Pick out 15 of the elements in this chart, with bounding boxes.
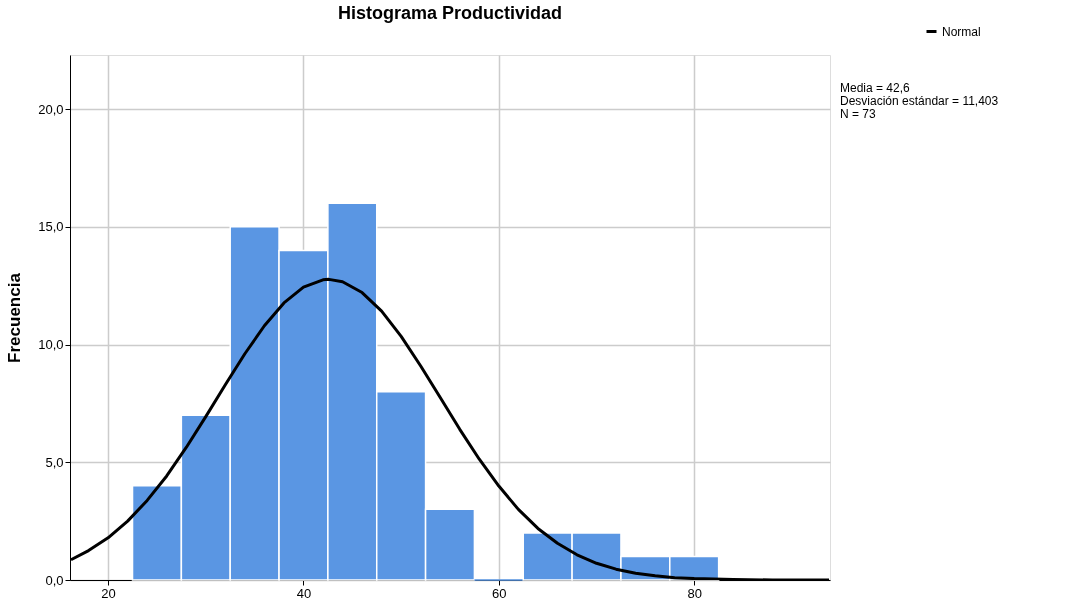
y-tick-label: 0,0	[45, 572, 64, 588]
y-tick-label: 10,0	[38, 337, 64, 353]
text: Desviación estándar = 11,403	[840, 94, 999, 108]
x-tick-label: 80	[687, 585, 702, 598]
y-tick-label: 20,0	[38, 101, 64, 117]
x-tick-label: 60	[492, 585, 507, 598]
y-axis-title: Frecuencia	[5, 272, 25, 363]
text: N = 73	[840, 107, 877, 121]
text: Media = 42,6	[840, 81, 911, 95]
chart-title: Histograma Productividad	[337, 3, 563, 23]
y-tick-label: 15,0	[38, 219, 64, 235]
legend-label: Normal	[942, 24, 981, 39]
x-tick-label: 40	[296, 585, 312, 598]
x-tick-label: 20	[101, 585, 116, 598]
y-tick-label: 5,0	[45, 454, 64, 470]
